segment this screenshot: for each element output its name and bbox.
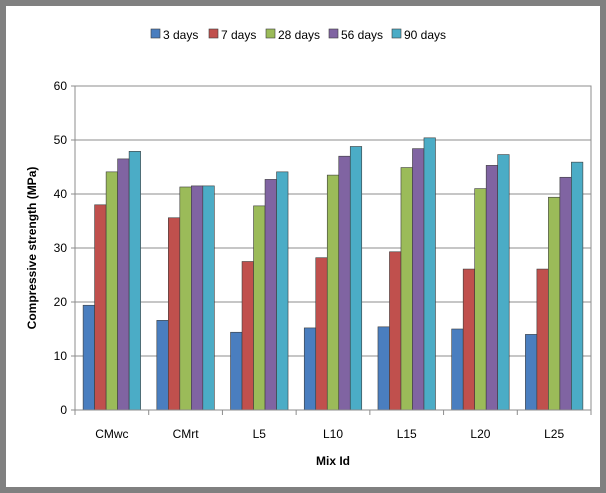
bar-l5-28-days: [253, 205, 266, 411]
y-tick-label: 60: [54, 79, 68, 93]
axes: [71, 85, 592, 415]
x-tick-label: L25: [544, 427, 564, 441]
bar-l25-28-days: [548, 196, 561, 411]
y-tick-label: 0: [60, 403, 67, 417]
y-tick-labels: 0 10 20 30 40 50 60: [54, 79, 68, 417]
bar-cmrt-7-days: [168, 217, 181, 411]
bar-cmwc-3-days: [82, 304, 95, 411]
legend-swatch: [265, 28, 276, 39]
bar-l10-56-days: [338, 155, 351, 411]
y-tick-label: 40: [54, 187, 68, 201]
bar-l5-7-days: [241, 261, 254, 411]
bar-chart: 0 10 20 30 40 50 60 CMwc CMrt L5 L10 L15 L20 L25 3 d…: [25, 28, 592, 468]
bar-l5-90-days: [276, 171, 289, 411]
bar-l10-28-days: [326, 174, 340, 411]
x-tick-label: L5: [253, 427, 267, 441]
bar-l25-3-days: [525, 334, 538, 411]
x-axis-title: Mix Id: [316, 454, 350, 468]
legend-label: 90 days: [404, 28, 446, 42]
bar-l15-3-days: [377, 326, 390, 411]
bar-l20-56-days: [485, 165, 498, 411]
x-tick-label: L15: [397, 427, 417, 441]
bar-l5-56-days: [264, 179, 277, 411]
bar-l20-90-days: [497, 154, 510, 411]
legend-swatch: [328, 28, 339, 39]
plot-area-border: [74, 85, 592, 411]
bar-cmwc-28-days: [105, 171, 118, 411]
bar-l10-90-days: [349, 146, 363, 411]
legend-label: 28 days: [278, 28, 320, 42]
y-axis-title: Compressive strength (MPa): [25, 167, 39, 330]
bar-l5-3-days: [230, 331, 243, 411]
legend: 3 days 7 days 28 days 56 days 90 days: [150, 28, 446, 42]
bar-cmrt-90-days: [202, 185, 215, 411]
bar-cmrt-3-days: [156, 320, 169, 411]
legend-label: 56 days: [341, 28, 383, 42]
x-tick-label: CMwc: [95, 427, 128, 441]
legend-swatch: [150, 28, 161, 39]
bar-l20-3-days: [451, 328, 464, 411]
y-tick-label: 30: [54, 241, 68, 255]
legend-swatch: [208, 28, 219, 39]
x-tick-label: CMrt: [173, 427, 200, 441]
bar-l15-28-days: [400, 167, 413, 411]
bar-l25-90-days: [571, 161, 584, 411]
x-tick-label: L10: [323, 427, 343, 441]
chart-frame: 0 10 20 30 40 50 60 CMwc CMrt L5 L10 L15 L20 L25 3 d…: [6, 6, 600, 487]
x-tick-label: L20: [470, 427, 490, 441]
legend-swatch: [391, 28, 402, 39]
bar-cmrt-28-days: [179, 186, 192, 411]
bar-cmwc-56-days: [117, 158, 130, 411]
legend-label: 3 days: [163, 28, 198, 42]
y-tick-label: 10: [54, 349, 68, 363]
x-tick-labels: CMwc CMrt L5 L10 L15 L20 L25: [95, 427, 564, 441]
bar-l15-90-days: [423, 137, 436, 411]
bar-l25-7-days: [536, 268, 549, 411]
bar-l20-28-days: [474, 188, 487, 411]
y-tick-label: 20: [54, 295, 68, 309]
bar-cmwc-90-days: [128, 151, 141, 411]
legend-label: 7 days: [221, 28, 256, 42]
bar-l15-56-days: [412, 148, 425, 411]
bars: [82, 137, 584, 411]
bar-l10-7-days: [315, 257, 328, 411]
bar-l25-56-days: [559, 176, 572, 411]
bar-l20-7-days: [462, 268, 475, 411]
bar-cmwc-7-days: [94, 204, 107, 411]
bar-l15-7-days: [389, 251, 402, 411]
bar-l10-3-days: [303, 327, 317, 411]
bar-cmrt-56-days: [191, 185, 204, 411]
y-tick-label: 50: [54, 133, 68, 147]
